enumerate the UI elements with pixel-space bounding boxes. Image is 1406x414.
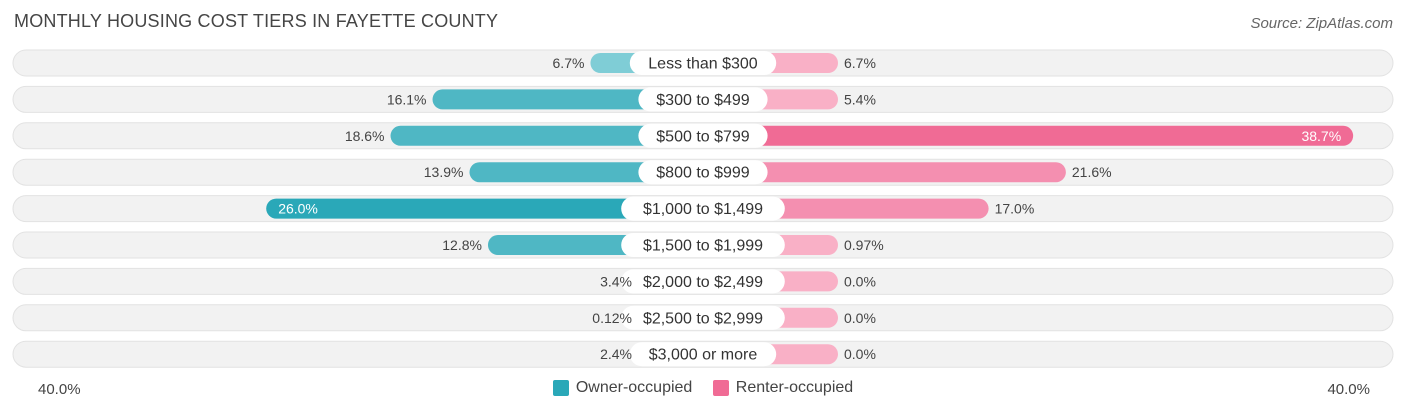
legend-item-owner: Owner-occupied <box>552 379 693 397</box>
renter-value-label: 17.0% <box>995 201 1035 217</box>
category-pill <box>621 196 785 221</box>
category-pill <box>629 51 777 75</box>
axis-left-label: 40.0% <box>38 381 81 398</box>
category-pill <box>621 233 785 257</box>
legend-swatch-renter <box>712 380 729 396</box>
category-pill <box>621 305 785 330</box>
category-label: $800 to $999 <box>656 165 750 182</box>
category-label: $300 to $499 <box>656 92 750 109</box>
category-pill <box>638 123 768 148</box>
category-label: $500 to $799 <box>656 128 750 145</box>
category-pill <box>638 87 768 112</box>
chart-title: MONTHLY HOUSING COST TIERS IN FAYETTE CO… <box>14 11 499 31</box>
renter-value-label: 6.7% <box>844 55 876 71</box>
category-label: $2,000 to $2,499 <box>643 274 763 291</box>
category-label: $2,500 to $2,999 <box>643 310 763 327</box>
owner-bar <box>266 198 703 219</box>
category-label: $1,000 to $1,499 <box>643 201 763 218</box>
diverging-bar-chart: Less than $300 6.7% 6.7% $300 to $499 16.1% 5… <box>12 49 1394 368</box>
category-label: $3,000 or more <box>649 347 758 364</box>
renter-bar <box>703 162 1066 183</box>
renter-bar <box>703 125 1354 146</box>
owner-value-label: 26.0% <box>278 201 318 217</box>
legend-label-renter: Renter-occupied <box>735 379 854 396</box>
owner-bar <box>432 89 703 110</box>
category-label: $1,500 to $1,999 <box>643 238 763 255</box>
renter-value-label: 5.4% <box>844 91 876 107</box>
renter-value-label: 0.0% <box>844 310 876 326</box>
legend-label-owner: Owner-occupied <box>575 379 693 396</box>
owner-value-label: 18.6% <box>345 128 385 144</box>
category-pill <box>638 160 768 185</box>
owner-value-label: 3.4% <box>600 273 632 289</box>
owner-value-label: 2.4% <box>600 346 632 362</box>
category-pill <box>629 342 777 367</box>
category-label: Less than $300 <box>648 56 758 73</box>
renter-value-label: 38.7% <box>1301 128 1341 144</box>
source-credit: Source: ZipAtlas.com <box>1250 15 1393 32</box>
renter-value-label: 0.0% <box>844 346 876 362</box>
owner-value-label: 6.7% <box>553 55 585 71</box>
renter-value-label: 21.6% <box>1072 164 1112 180</box>
owner-bar <box>390 125 703 146</box>
owner-value-label: 13.9% <box>424 164 464 180</box>
renter-value-label: 0.0% <box>844 273 876 289</box>
owner-value-label: 16.1% <box>387 91 427 107</box>
legend: Owner-occupied Renter-occupied <box>0 379 1406 401</box>
axis-right-label: 40.0% <box>1327 381 1370 398</box>
owner-value-label: 12.8% <box>442 237 482 253</box>
owner-value-label: 0.12% <box>592 310 632 326</box>
category-pill <box>621 269 785 294</box>
legend-item-renter: Renter-occupied <box>712 379 854 397</box>
renter-value-label: 0.97% <box>844 237 884 253</box>
legend-swatch-owner <box>552 380 569 396</box>
